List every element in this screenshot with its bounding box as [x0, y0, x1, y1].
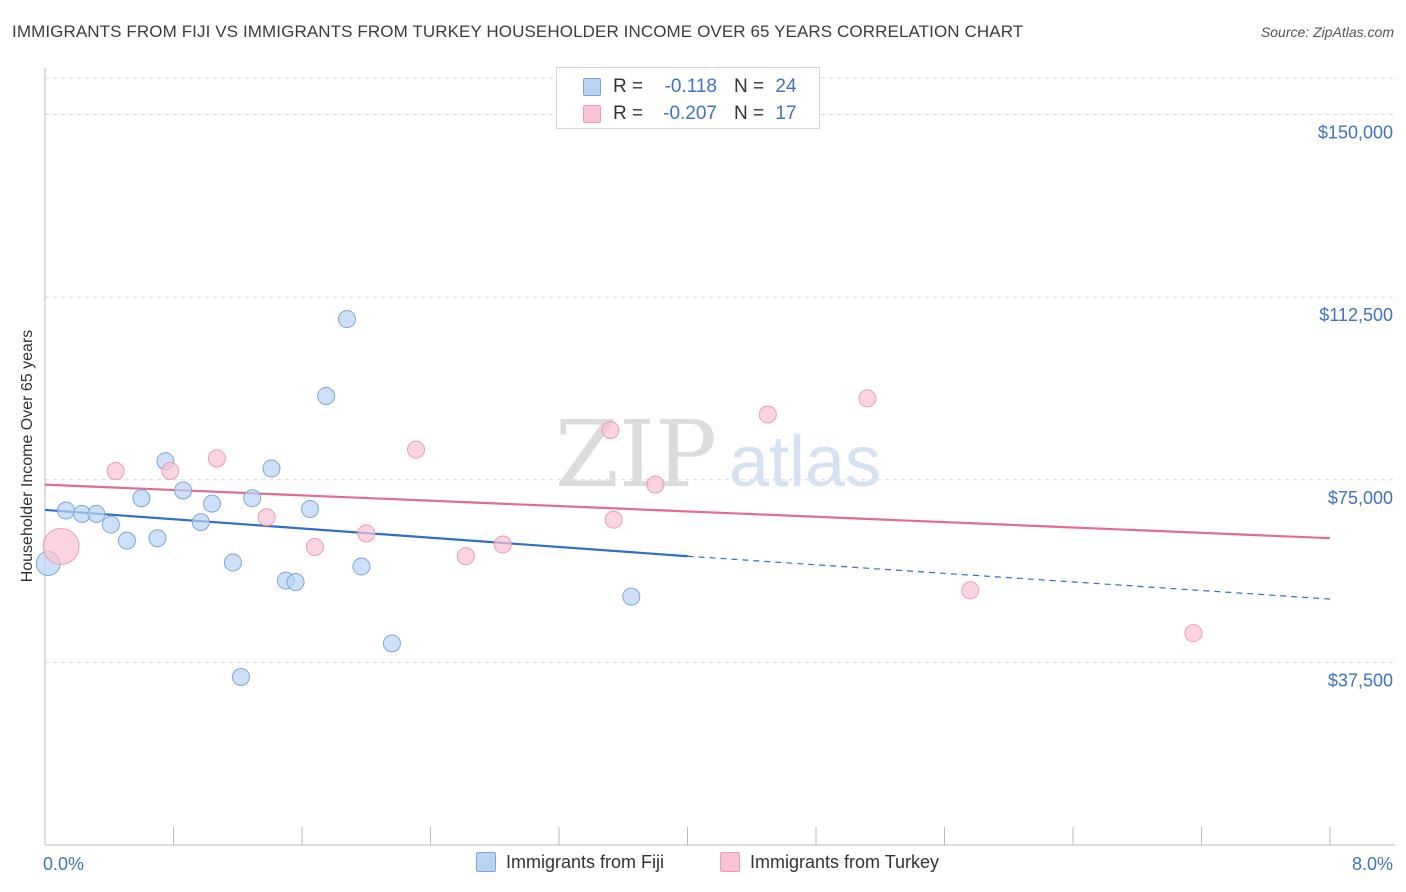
y-axis-label: Householder Income Over 65 years [19, 329, 36, 583]
stats-row-turkey: R = -0.207 N = 17 [557, 101, 819, 127]
legend-label-fiji: Immigrants from Fiji [506, 852, 665, 872]
stats-row-fiji: R = -0.118 N = 24 [557, 74, 819, 100]
turkey-point [601, 421, 620, 440]
y-tick-labels: $37,500 $75,000 $112,500 $150,000 [1318, 123, 1393, 691]
source-label: Source: ZipAtlas.com [1260, 24, 1394, 40]
turkey-point [357, 524, 376, 543]
x-tick-label: 8.0% [1352, 854, 1393, 874]
legend-item-turkey[interactable]: Immigrants from Turkey [720, 852, 939, 873]
fiji-point [301, 499, 320, 518]
turkey-point [858, 389, 877, 408]
turkey-point [604, 510, 623, 529]
fiji-point [132, 489, 151, 508]
data-points [35, 310, 1203, 686]
fiji-point [56, 501, 75, 520]
turkey-point [456, 547, 475, 566]
turkey-point [1184, 624, 1203, 643]
n-value: 24 [775, 76, 797, 97]
x-tick-label: 0.0% [43, 854, 84, 874]
turkey-point [42, 527, 80, 565]
turkey-point [493, 535, 512, 554]
watermark-atlas: atlas [729, 422, 881, 502]
turkey-point [407, 440, 426, 459]
fiji-point [87, 504, 106, 523]
fiji-point [101, 515, 120, 534]
legend-item-fiji[interactable]: Immigrants from Fiji [476, 852, 664, 873]
fiji-point [203, 494, 222, 513]
chart-title: IMMIGRANTS FROM FIJI VS IMMIGRANTS FROM … [12, 22, 1024, 41]
n-value: 17 [775, 103, 797, 124]
turkey-point [961, 581, 980, 600]
legend-swatch-turkey [720, 852, 740, 872]
fiji-point [622, 587, 641, 606]
legend-label-turkey: Immigrants from Turkey [750, 852, 940, 872]
fiji-point [223, 553, 242, 572]
turkey-point [257, 508, 276, 527]
fiji-point [337, 310, 356, 329]
turkey-point [161, 461, 180, 480]
fiji-point [382, 634, 401, 653]
stats-box: R = -0.118 N = 24 R = -0.207 N = 17 [556, 67, 820, 129]
fiji-point [148, 529, 167, 548]
fiji-point [231, 667, 250, 686]
watermark-zip: ZIP [555, 401, 717, 508]
fiji-point [117, 531, 136, 550]
x-tick-labels: 0.0% 8.0% [43, 854, 1393, 874]
r-value: -0.207 [663, 103, 717, 124]
r-value: -0.118 [664, 76, 717, 97]
fiji-point [262, 459, 281, 478]
n-label: N = [734, 76, 765, 97]
r-label: R = [613, 103, 644, 124]
turkey-point [646, 475, 665, 494]
turkey-swatch [583, 105, 601, 123]
y-tick-label: $112,500 [1319, 305, 1393, 325]
y-tick-label: $150,000 [1318, 123, 1393, 143]
fiji-swatch [583, 78, 601, 96]
y-tick-label: $37,500 [1328, 670, 1393, 690]
gridlines [45, 77, 1395, 663]
r-label: R = [613, 76, 644, 97]
legend-swatch-fiji [476, 852, 496, 872]
y-tick-label: $75,000 [1328, 488, 1393, 508]
fiji-point [352, 557, 371, 576]
fiji-point [174, 481, 193, 500]
turkey-point [106, 461, 125, 480]
turkey-point [305, 537, 324, 556]
n-label: N = [734, 103, 765, 124]
fiji-point [243, 489, 262, 508]
fiji-trend-extension [687, 555, 1331, 600]
fiji-point [317, 387, 336, 406]
fiji-point [286, 573, 305, 592]
fiji-point [191, 513, 210, 532]
turkey-point [758, 405, 777, 424]
axes [44, 68, 1395, 846]
turkey-point [207, 449, 226, 468]
